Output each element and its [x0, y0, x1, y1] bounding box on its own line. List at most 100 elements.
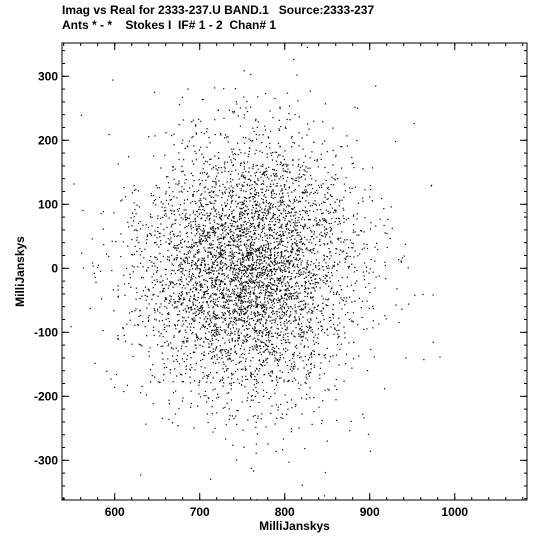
data-point — [211, 406, 213, 408]
data-point — [183, 285, 185, 287]
data-point — [274, 360, 276, 362]
data-point — [283, 184, 286, 186]
data-point — [219, 254, 221, 256]
data-point — [328, 320, 330, 322]
data-point — [305, 337, 307, 339]
data-point — [317, 333, 319, 335]
data-point — [193, 295, 195, 297]
data-point — [255, 278, 257, 280]
data-point — [318, 186, 321, 188]
data-point — [241, 345, 243, 347]
data-point — [219, 283, 221, 286]
data-point — [222, 232, 224, 234]
data-point — [225, 287, 228, 289]
data-point — [328, 360, 331, 362]
data-point — [171, 422, 173, 424]
data-point — [320, 279, 322, 281]
data-point — [147, 320, 149, 322]
data-point — [190, 221, 192, 223]
data-point — [321, 310, 323, 312]
data-point — [323, 255, 325, 257]
data-point — [274, 251, 276, 253]
data-point — [163, 290, 165, 292]
data-point — [224, 134, 227, 136]
data-point — [199, 229, 202, 231]
data-point — [299, 235, 301, 237]
data-point — [206, 212, 208, 214]
data-point — [232, 216, 234, 219]
data-point — [199, 182, 201, 185]
data-point — [307, 359, 309, 361]
data-point — [245, 339, 248, 341]
data-point — [261, 413, 263, 415]
data-point — [275, 160, 277, 162]
data-point — [266, 286, 268, 288]
data-point — [270, 254, 272, 257]
data-point — [259, 351, 261, 353]
data-point — [219, 326, 221, 328]
data-point — [203, 279, 205, 281]
data-point — [141, 385, 143, 388]
data-point — [261, 308, 263, 310]
data-point — [242, 266, 244, 268]
data-point — [307, 271, 309, 273]
data-point — [211, 232, 213, 234]
data-point — [322, 266, 324, 268]
data-point — [213, 329, 215, 331]
data-point — [191, 121, 193, 123]
data-point — [330, 195, 332, 197]
data-point — [169, 372, 171, 374]
data-point — [250, 371, 252, 373]
data-point — [335, 248, 337, 250]
data-point — [241, 208, 243, 210]
data-point — [163, 328, 165, 330]
data-point — [156, 237, 158, 239]
data-point — [92, 265, 94, 267]
data-point — [321, 419, 323, 421]
data-point — [175, 347, 177, 349]
data-point — [207, 338, 209, 340]
data-point — [243, 261, 245, 263]
data-point — [248, 254, 250, 256]
data-point — [240, 175, 242, 177]
data-point — [179, 214, 181, 216]
data-point — [182, 218, 184, 220]
data-point — [272, 215, 274, 217]
data-point — [224, 251, 226, 253]
data-point — [154, 234, 156, 236]
data-point — [209, 237, 211, 239]
data-point — [271, 230, 273, 232]
data-point — [313, 273, 315, 275]
data-point — [193, 256, 195, 258]
data-point — [247, 285, 249, 287]
data-point — [247, 252, 249, 254]
data-point — [289, 263, 291, 265]
data-point — [252, 269, 254, 271]
data-point — [255, 340, 257, 342]
data-point — [256, 332, 258, 334]
data-point — [357, 255, 359, 257]
data-point — [183, 342, 185, 344]
data-point — [229, 284, 231, 286]
data-point — [213, 203, 215, 205]
data-point — [217, 227, 219, 229]
data-point — [210, 478, 212, 480]
data-point — [168, 399, 170, 401]
data-point — [165, 269, 167, 271]
data-point — [251, 196, 254, 198]
data-point — [165, 199, 168, 201]
data-point — [156, 270, 158, 272]
data-point — [149, 347, 151, 349]
data-point — [266, 176, 268, 178]
data-point — [271, 288, 273, 290]
data-point — [211, 208, 213, 210]
data-point — [259, 253, 261, 255]
data-point — [204, 297, 206, 299]
data-point — [280, 226, 282, 228]
data-point — [111, 270, 113, 272]
data-point — [290, 332, 292, 334]
data-point — [233, 267, 235, 269]
data-point — [235, 252, 238, 254]
data-point — [294, 222, 296, 224]
data-point — [269, 374, 271, 377]
